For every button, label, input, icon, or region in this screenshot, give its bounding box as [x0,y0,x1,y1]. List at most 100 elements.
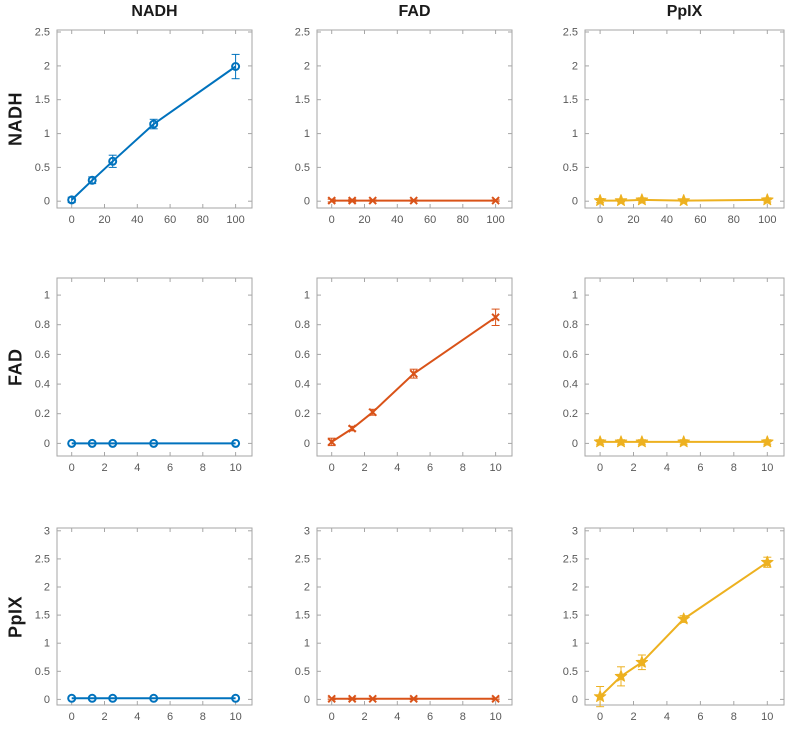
subplot-ppix-ppix: 0 2 4 6 8 10 0 0.5 1 1.5 2 2.5 3 [563,525,785,723]
svg-text:100: 100 [758,214,776,226]
axis-ticks: 0 2 4 6 8 10 0 0.2 0.4 0.6 0.8 1 [563,278,784,474]
svg-text:0.5: 0.5 [563,666,578,678]
axes-box [316,527,513,706]
svg-text:2: 2 [101,462,107,474]
column-title-nadh: NADH [131,3,178,20]
svg-text:0.5: 0.5 [295,666,310,678]
subplot-nadh-nadh: 0 20 40 60 80 100 0 0.5 1 1.5 2 2.5 [35,27,253,226]
svg-text:0: 0 [44,694,50,706]
svg-text:2.5: 2.5 [295,553,310,565]
svg-text:100: 100 [226,214,244,226]
svg-text:8: 8 [731,462,737,474]
svg-text:10: 10 [489,462,501,474]
svg-text:0.4: 0.4 [295,379,310,391]
svg-text:0.6: 0.6 [295,349,310,361]
svg-text:0.6: 0.6 [35,349,50,361]
svg-text:3: 3 [304,525,310,537]
svg-text:20: 20 [627,214,639,226]
svg-text:0: 0 [69,462,75,474]
axis-ticks: 0 2 4 6 8 10 0 0.5 1 1.5 2 2.5 3 [563,525,784,723]
svg-text:20: 20 [358,214,370,226]
svg-text:60: 60 [164,214,176,226]
svg-text:0.5: 0.5 [35,162,50,174]
error-bars [327,308,500,447]
svg-text:0.4: 0.4 [563,379,578,391]
svg-text:6: 6 [167,711,173,723]
data-markers [67,438,241,448]
svg-text:2: 2 [572,60,578,72]
svg-text:0: 0 [69,214,75,226]
svg-text:0.4: 0.4 [35,379,50,391]
column-title-ppix: PpIX [666,3,703,20]
axes-box [56,277,253,457]
svg-text:4: 4 [134,462,140,474]
svg-text:3: 3 [44,525,50,537]
svg-text:2: 2 [572,582,578,594]
svg-text:80: 80 [457,214,469,226]
axes-box [316,277,513,457]
svg-text:8: 8 [460,462,466,474]
svg-text:0.8: 0.8 [295,319,310,331]
data-markers [67,693,241,703]
svg-text:40: 40 [131,214,143,226]
axes-box [56,29,253,209]
subplot-ppix-nadh: 0 2 4 6 8 10 0 0.5 1 1.5 2 2.5 3 [35,525,253,723]
data-line [599,561,768,698]
svg-text:0: 0 [44,196,50,208]
svg-text:0: 0 [304,438,310,450]
row-label-fad: FAD [5,348,26,386]
svg-text:6: 6 [697,711,703,723]
svg-text:0: 0 [572,196,578,208]
svg-text:0.8: 0.8 [563,319,578,331]
svg-text:1: 1 [304,128,310,140]
svg-text:40: 40 [391,214,403,226]
svg-text:4: 4 [664,711,670,723]
axes-box [56,527,253,706]
axis-ticks: 0 2 4 6 8 10 0 0.5 1 1.5 2 2.5 3 [295,525,512,723]
subplot-fad-nadh: 0 2 4 6 8 10 0 0.2 0.4 0.6 0.8 1 [35,277,253,474]
subplot-ppix-fad: 0 2 4 6 8 10 0 0.5 1 1.5 2 2.5 3 [295,525,513,723]
svg-text:2.5: 2.5 [295,27,310,39]
axis-ticks: 0 20 40 60 80 100 0 0.5 1 1.5 2 2.5 [35,27,252,226]
svg-text:1: 1 [44,638,50,650]
data-markers [593,555,774,702]
svg-text:1.5: 1.5 [563,94,578,106]
svg-text:1: 1 [572,128,578,140]
svg-text:2.5: 2.5 [35,27,50,39]
svg-text:6: 6 [697,462,703,474]
svg-text:2: 2 [361,711,367,723]
svg-text:3: 3 [572,525,578,537]
svg-text:60: 60 [694,214,706,226]
svg-text:0.5: 0.5 [35,666,50,678]
svg-text:8: 8 [731,711,737,723]
svg-text:1.5: 1.5 [295,94,310,106]
data-line [71,65,237,201]
subplot-nadh-ppix: 0 20 40 60 80 100 0 0.5 1 1.5 2 2.5 [563,27,785,226]
svg-text:8: 8 [460,711,466,723]
svg-text:10: 10 [761,462,773,474]
data-line [331,316,497,443]
svg-text:0: 0 [572,438,578,450]
svg-text:80: 80 [197,214,209,226]
svg-text:8: 8 [200,711,206,723]
svg-text:4: 4 [394,462,400,474]
svg-text:1.5: 1.5 [35,610,50,622]
svg-text:0: 0 [304,196,310,208]
svg-text:20: 20 [98,214,110,226]
data-markers [67,62,241,205]
axis-ticks: 0 2 4 6 8 10 0 0.2 0.4 0.6 0.8 1 [295,278,512,474]
row-label-ppix: PpIX [5,595,26,638]
svg-text:0: 0 [597,214,603,226]
svg-text:2: 2 [101,711,107,723]
data-markers [593,435,774,448]
svg-text:0.2: 0.2 [563,408,578,420]
svg-text:1: 1 [572,290,578,302]
svg-text:6: 6 [427,711,433,723]
column-title-fad: FAD [398,3,431,20]
svg-text:2.5: 2.5 [563,553,578,565]
svg-text:0.5: 0.5 [295,162,310,174]
svg-text:10: 10 [489,711,501,723]
data-markers [327,313,500,447]
data-markers [593,193,774,206]
